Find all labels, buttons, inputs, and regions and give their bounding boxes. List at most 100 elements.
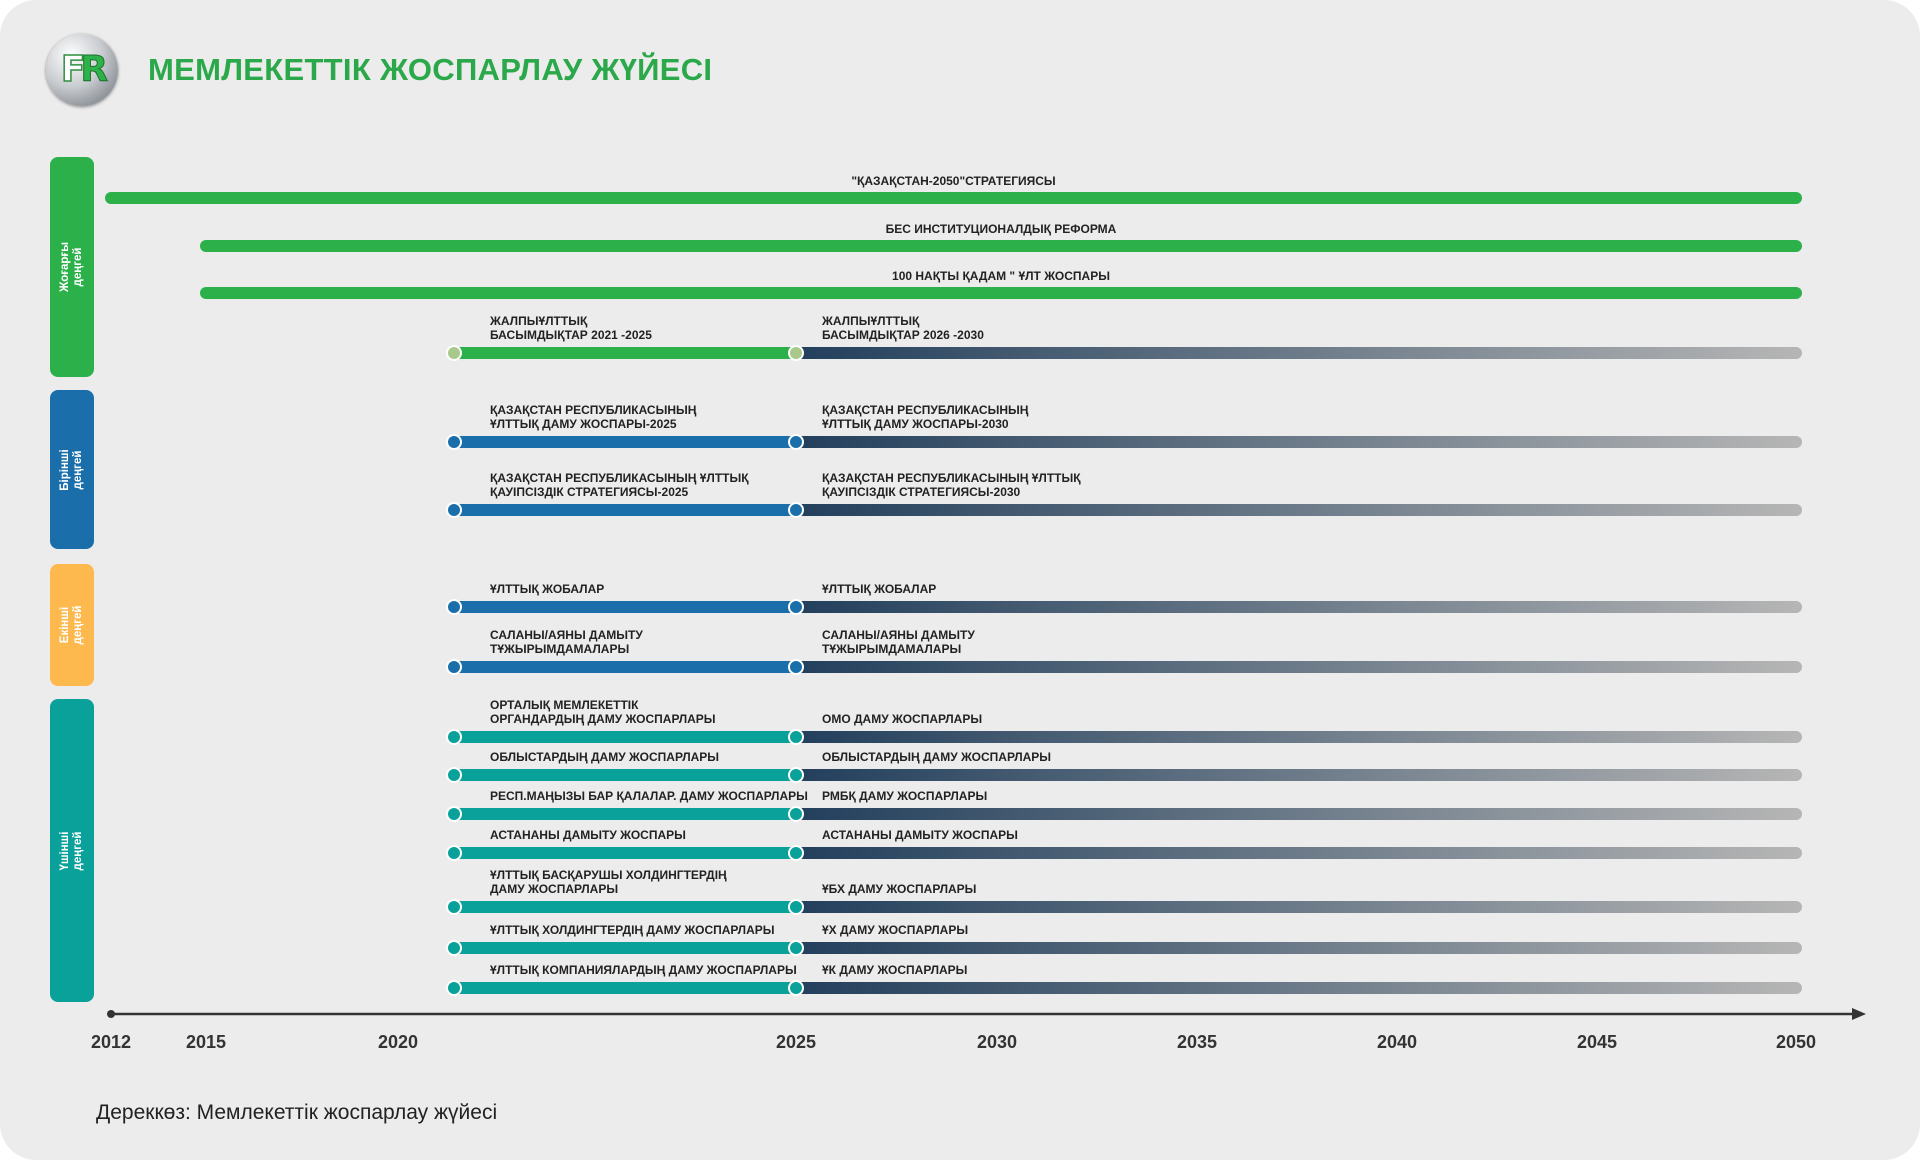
future-plan-label: ҰК ДАМУ ЖОСПАРЛАРЫ bbox=[822, 963, 967, 977]
current-plan-text: ЖАЛПЫҰЛТТЫҚ bbox=[490, 314, 588, 328]
future-plan-text: ТҰЖЫРЫМДАМАЛАРЫ bbox=[822, 642, 962, 656]
level-label: Бірінші деңгей bbox=[59, 449, 85, 490]
future-plan-text: ҚАУІПСІЗДІК СТРАТЕГИЯСЫ-2030 bbox=[822, 485, 1021, 499]
future-plan-text: РМБҚ ДАМУ ЖОСПАРЛАРЫ bbox=[822, 789, 988, 803]
current-plan-text: ОБЛЫСТАРДЫҢ ДАМУ ЖОСПАРЛАРЫ bbox=[490, 750, 720, 764]
future-plan-label: ОМО ДАМУ ЖОСПАРЛАРЫ bbox=[822, 712, 982, 726]
current-plan-text: ҚАУІПСІЗДІК СТРАТЕГИЯСЫ-2025 bbox=[490, 485, 689, 499]
axis-tick-label: 2012 bbox=[90, 1032, 132, 1052]
current-plan-label: САЛАНЫ/АЯНЫ ДАМЫТУ ТҰЖЫРЫМДАМАЛАРЫ bbox=[490, 628, 643, 656]
axis-tick-label: 2020 bbox=[377, 1032, 419, 1052]
future-plan-text: ҚАЗАҚСТАН РЕСПУБЛИКАСЫНЫҢ ҰЛТТЫҚ bbox=[822, 471, 1081, 485]
future-plan-text: ҰЛТТЫҚ ДАМУ ЖОСПАРЫ-2030 bbox=[822, 417, 1009, 431]
current-plan-label: ҰЛТТЫҚ КОМПАНИЯЛАРДЫҢ ДАМУ ЖОСПАРЛАРЫ bbox=[490, 963, 797, 977]
axis-tick-label: 2035 bbox=[1176, 1032, 1218, 1052]
level-label-line2: деңгей bbox=[72, 450, 84, 489]
level-label: Үшінші деңгей bbox=[59, 831, 85, 870]
period-start-dot bbox=[446, 899, 462, 915]
current-plan-text: ОРГАНДАРДЫҢ ДАМУ ЖОСПАРЛАРЫ bbox=[490, 712, 716, 726]
future-plan-label: ҰБХ ДАМУ ЖОСПАРЛАРЫ bbox=[822, 882, 976, 896]
level-bar-3: Екінші деңгей bbox=[50, 564, 94, 686]
period-mid-dot bbox=[788, 659, 804, 675]
current-plan-text: ДАМУ ЖОСПАРЛАРЫ bbox=[490, 882, 619, 896]
axis-tick-label: 2015 bbox=[185, 1032, 227, 1052]
page-title: МЕМЛЕКЕТТІК ЖОСПАРЛАУ ЖҮЙЕСІ bbox=[148, 52, 713, 87]
current-plan-text: ҚАЗАҚСТАН РЕСПУБЛИКАСЫНЫҢ ҰЛТТЫҚ bbox=[490, 471, 749, 485]
level-label-line1: Жоғарғы bbox=[59, 241, 71, 293]
level-label: Жоғарғы деңгей bbox=[59, 242, 85, 292]
period-mid-dot bbox=[788, 806, 804, 822]
current-plan-label: ҰЛТТЫҚ БАСҚАРУШЫ ХОЛДИНГТЕРДІҢ ДАМУ ЖОСПА… bbox=[490, 868, 727, 896]
period-mid-dot bbox=[788, 940, 804, 956]
future-plan-text: БАСЫМДЫҚТАР 2026 -2030 bbox=[822, 328, 984, 342]
level-label-line2: деңгей bbox=[72, 831, 84, 870]
period-mid-dot bbox=[788, 434, 804, 450]
future-plan-label: САЛАНЫ/АЯНЫ ДАМЫТУ ТҰЖЫРЫМДАМАЛАРЫ bbox=[822, 628, 975, 656]
current-plan-text: ҰЛТТЫҚ КОМПАНИЯЛАРДЫҢ ДАМУ ЖОСПАРЛАРЫ bbox=[490, 963, 797, 977]
future-plan-label: ЖАЛПЫҰЛТТЫҚ БАСЫМДЫҚТАР 2026 -2030 bbox=[822, 314, 984, 342]
axis-tick-label: 2040 bbox=[1376, 1032, 1418, 1052]
strategy-label: 100 НАҚТЫ ҚАДАМ " ҰЛТ ЖОСПАРЫ bbox=[892, 269, 1110, 283]
future-plan-text: ҰХ ДАМУ ЖОСПАРЛАРЫ bbox=[822, 923, 969, 937]
strategy-label: "ҚАЗАҚСТАН-2050"СТРАТЕГИЯСЫ bbox=[851, 174, 1056, 188]
period-mid-dot bbox=[788, 599, 804, 615]
axis-arrow-icon bbox=[1852, 1008, 1866, 1020]
current-plan-text: БАСЫМДЫҚТАР 2021 -2025 bbox=[490, 328, 652, 342]
current-plan-label: ҚАЗАҚСТАН РЕСПУБЛИКАСЫНЫҢ ҰЛТТЫҚ ҚАУІПСІЗ… bbox=[490, 471, 749, 499]
period-start-dot bbox=[446, 434, 462, 450]
future-plan-text: ОМО ДАМУ ЖОСПАРЛАРЫ bbox=[822, 712, 983, 726]
current-plan-text: ҰЛТТЫҚ ХОЛДИНГТЕРДІҢ ДАМУ ЖОСПАРЛАРЫ bbox=[490, 923, 775, 937]
current-plan-text: ҰЛТТЫҚ ЖОБАЛАР bbox=[490, 582, 605, 596]
current-plan-label: РЕСП.МАҢЫЗЫ БАР ҚАЛАЛАР. ДАМУ ЖОСПАРЛАРЫ bbox=[490, 789, 808, 803]
future-plan-text: ҰЛТТЫҚ ЖОБАЛАР bbox=[822, 582, 937, 596]
future-plan-text: ҰК ДАМУ ЖОСПАРЛАРЫ bbox=[822, 963, 968, 977]
level-label-line1: Үшінші bbox=[59, 831, 71, 870]
future-plan-label: ҰЛТТЫҚ ЖОБАЛАР bbox=[822, 582, 936, 596]
period-start-dot bbox=[446, 502, 462, 518]
current-plan-text: САЛАНЫ/АЯНЫ ДАМЫТУ bbox=[490, 628, 643, 642]
future-plan-label: ҚАЗАҚСТАН РЕСПУБЛИКАСЫНЫҢ ҰЛТТЫҚ ҚАУІПСІЗ… bbox=[822, 471, 1081, 499]
future-plan-text: ҚАЗАҚСТАН РЕСПУБЛИКАСЫНЫҢ bbox=[822, 403, 1029, 417]
current-plan-label: ҚАЗАҚСТАН РЕСПУБЛИКАСЫНЫҢ ҰЛТТЫҚ ДАМУ ЖОС… bbox=[490, 403, 696, 431]
period-start-dot bbox=[446, 980, 462, 996]
current-plan-text: ҰЛТТЫҚ ДАМУ ЖОСПАРЫ-2025 bbox=[490, 417, 677, 431]
current-plan-text: АСТАНАНЫ ДАМЫТУ ЖОСПАРЫ bbox=[490, 828, 686, 842]
period-mid-dot bbox=[788, 729, 804, 745]
current-plan-text: ҚАЗАҚСТАН РЕСПУБЛИКАСЫНЫҢ bbox=[490, 403, 697, 417]
period-start-dot bbox=[446, 729, 462, 745]
level-bar-2: Бірінші деңгей bbox=[50, 390, 94, 549]
current-plan-text: ҰЛТТЫҚ БАСҚАРУШЫ ХОЛДИНГТЕРДІҢ bbox=[490, 868, 727, 882]
period-start-dot bbox=[446, 845, 462, 861]
current-plan-label: ЖАЛПЫҰЛТТЫҚ БАСЫМДЫҚТАР 2021 -2025 bbox=[490, 314, 652, 342]
future-plan-text: ҰБХ ДАМУ ЖОСПАРЛАРЫ bbox=[822, 882, 977, 896]
period-start-dot bbox=[446, 940, 462, 956]
current-plan-text: ТҰЖЫРЫМДАМАЛАРЫ bbox=[490, 642, 630, 656]
period-mid-dot bbox=[788, 845, 804, 861]
current-plan-label: АСТАНАНЫ ДАМЫТУ ЖОСПАРЫ bbox=[490, 828, 686, 842]
level-label: Екінші деңгей bbox=[59, 606, 85, 645]
level-label-line1: Бірінші bbox=[59, 448, 71, 491]
future-plan-label: ҚАЗАҚСТАН РЕСПУБЛИКАСЫНЫҢ ҰЛТТЫҚ ДАМУ ЖОС… bbox=[822, 403, 1028, 431]
current-plan-label: ОРТАЛЫҚ МЕМЛЕКЕТТІК ОРГАНДАРДЫҢ ДАМУ ЖОСП… bbox=[490, 698, 716, 726]
period-mid-dot bbox=[788, 345, 804, 361]
current-plan-text: РЕСП.МАҢЫЗЫ БАР ҚАЛАЛАР. ДАМУ ЖОСПАРЛАРЫ bbox=[490, 789, 808, 803]
period-start-dot bbox=[446, 806, 462, 822]
future-plan-text: ОБЛЫСТАРДЫҢ ДАМУ ЖОСПАРЛАРЫ bbox=[822, 750, 1052, 764]
source-note: Дереккөз: Мемлекеттік жоспарлау жүйесі bbox=[96, 1101, 498, 1124]
current-plan-label: ҰЛТТЫҚ ЖОБАЛАР bbox=[490, 582, 604, 596]
period-mid-dot bbox=[788, 980, 804, 996]
current-plan-text: ОРТАЛЫҚ МЕМЛЕКЕТТІК bbox=[490, 698, 639, 712]
axis-tick-label: 2045 bbox=[1576, 1032, 1618, 1052]
fr-logo: FR bbox=[46, 34, 118, 106]
future-plan-label: ОБЛЫСТАРДЫҢ ДАМУ ЖОСПАРЛАРЫ bbox=[822, 750, 1051, 764]
future-plan-label: АСТАНАНЫ ДАМЫТУ ЖОСПАРЫ bbox=[822, 828, 1018, 842]
period-start-dot bbox=[446, 599, 462, 615]
period-mid-dot bbox=[788, 502, 804, 518]
future-plan-label: РМБҚ ДАМУ ЖОСПАРЛАРЫ bbox=[822, 789, 987, 803]
axis-tick-label: 2025 bbox=[775, 1032, 817, 1052]
level-bar-1: Жоғарғы деңгей bbox=[50, 157, 94, 377]
future-plan-label: ҰХ ДАМУ ЖОСПАРЛАРЫ bbox=[822, 923, 968, 937]
future-plan-text: ЖАЛПЫҰЛТТЫҚ bbox=[822, 314, 920, 328]
period-start-dot bbox=[446, 767, 462, 783]
